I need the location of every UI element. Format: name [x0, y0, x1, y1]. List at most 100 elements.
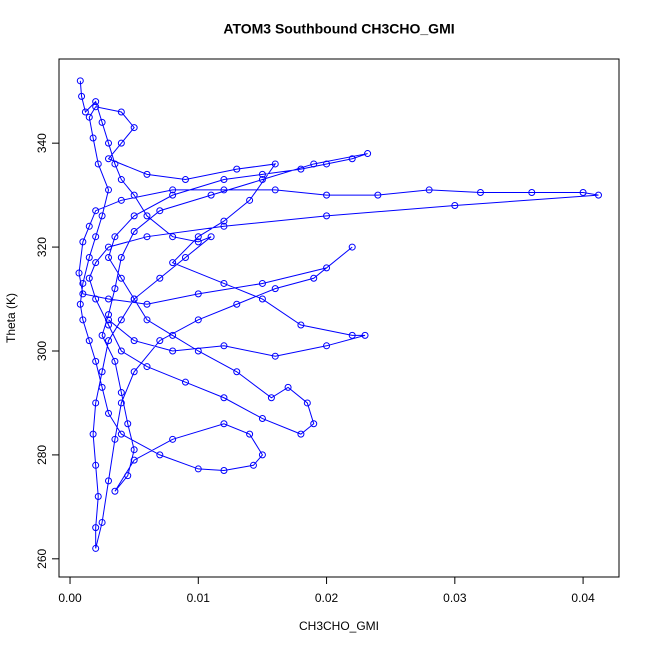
- data-point: [169, 259, 177, 267]
- data-point: [105, 139, 113, 147]
- data-point: [169, 186, 177, 194]
- data-point: [85, 222, 93, 230]
- data-point: [425, 186, 433, 194]
- data-point: [233, 300, 241, 308]
- data-point: [81, 108, 89, 116]
- data-point: [79, 238, 87, 246]
- chart-title: ATOM3 Southbound CH3CHO_GMI: [223, 21, 454, 37]
- data-point: [89, 134, 97, 142]
- x-tick-label: 0.00: [58, 591, 82, 605]
- data-point: [169, 331, 177, 339]
- data-point: [111, 285, 119, 293]
- data-point: [220, 466, 228, 474]
- data-point: [92, 295, 100, 303]
- data-point: [258, 295, 266, 303]
- data-point: [111, 435, 119, 443]
- data-point: [117, 274, 125, 282]
- data-point: [348, 155, 356, 163]
- data-point: [194, 316, 202, 324]
- data-point: [194, 233, 202, 241]
- data-point: [85, 274, 93, 282]
- x-tick-label: 0.02: [315, 591, 339, 605]
- data-point: [323, 342, 331, 350]
- data-point: [105, 155, 113, 163]
- data-point: [130, 227, 138, 235]
- data-point: [130, 368, 138, 376]
- data-point: [271, 186, 279, 194]
- y-tick-label: 300: [35, 341, 49, 361]
- data-point: [271, 160, 279, 168]
- data-point: [303, 399, 311, 407]
- data-point: [156, 451, 164, 459]
- data-point: [220, 420, 228, 428]
- data-point: [75, 269, 83, 277]
- data-point: [220, 279, 228, 287]
- data-point: [79, 279, 87, 287]
- data-point: [92, 544, 100, 552]
- data-point: [348, 243, 356, 251]
- data-point: [181, 253, 189, 261]
- data-point: [105, 311, 113, 319]
- data-point: [92, 207, 100, 215]
- data-point: [323, 191, 331, 199]
- data-point: [130, 295, 138, 303]
- data-point: [220, 342, 228, 350]
- y-tick-label: 320: [35, 237, 49, 257]
- data-point: [258, 415, 266, 423]
- data-point: [528, 189, 536, 197]
- data-point: [169, 191, 177, 199]
- data-point: [105, 243, 113, 251]
- data-point: [258, 451, 266, 459]
- data-point: [117, 176, 125, 184]
- data-point: [156, 207, 164, 215]
- data-point: [130, 456, 138, 464]
- data-point: [594, 191, 602, 199]
- data-point: [297, 321, 305, 329]
- data-point: [194, 290, 202, 298]
- data-point: [105, 186, 113, 194]
- data-point: [169, 233, 177, 241]
- data-point: [111, 357, 119, 365]
- x-tick-label: 0.03: [443, 591, 467, 605]
- data-point: [169, 347, 177, 355]
- data-point: [143, 233, 151, 241]
- data-point: [79, 316, 87, 324]
- data-point: [194, 465, 202, 473]
- data-point: [310, 274, 318, 282]
- data-point: [143, 316, 151, 324]
- data-point: [92, 461, 100, 469]
- data-point: [169, 435, 177, 443]
- data-point: [105, 337, 113, 345]
- data-point: [143, 212, 151, 220]
- data-point: [130, 446, 138, 454]
- y-axis-title: Theta (K): [4, 293, 18, 343]
- data-point: [323, 212, 331, 220]
- data-point: [79, 290, 87, 298]
- data-point: [76, 77, 84, 85]
- data-point: [94, 492, 102, 500]
- data-point: [117, 316, 125, 324]
- data-point: [194, 238, 202, 246]
- data-point: [284, 383, 292, 391]
- data-point: [111, 233, 119, 241]
- data-point: [98, 518, 106, 526]
- data-point: [374, 191, 382, 199]
- data-point: [92, 357, 100, 365]
- data-point: [117, 196, 125, 204]
- data-point: [220, 222, 228, 230]
- data-point: [267, 394, 275, 402]
- data-point: [117, 139, 125, 147]
- data-point: [105, 477, 113, 485]
- data-point: [143, 300, 151, 308]
- data-point: [111, 160, 119, 168]
- data-point: [130, 212, 138, 220]
- data-point: [233, 368, 241, 376]
- x-tick-label: 0.01: [187, 591, 211, 605]
- data-point: [451, 202, 459, 210]
- data-point: [220, 176, 228, 184]
- data-point: [348, 331, 356, 339]
- data-point: [476, 189, 484, 197]
- data-point: [105, 295, 113, 303]
- y-tick-label: 260: [35, 548, 49, 568]
- data-point: [207, 191, 215, 199]
